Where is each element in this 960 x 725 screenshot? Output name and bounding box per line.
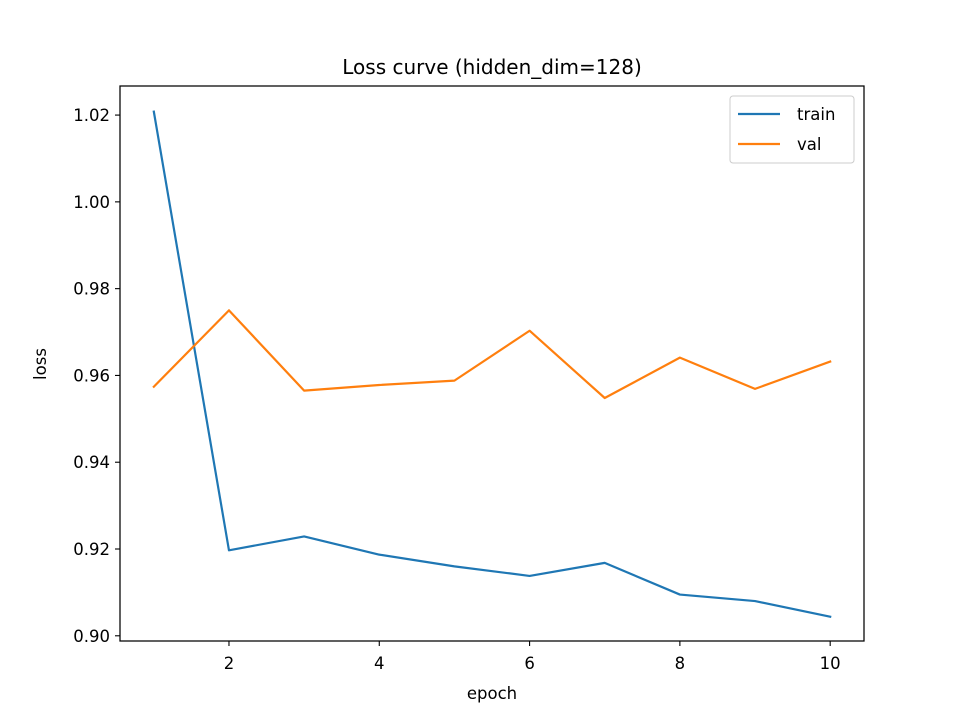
x-tick-label: 2 bbox=[224, 654, 235, 673]
y-tick-label: 0.94 bbox=[73, 453, 110, 472]
y-tick-label: 1.02 bbox=[73, 106, 110, 125]
legend-label-train: train bbox=[797, 105, 835, 124]
x-tick-label: 6 bbox=[524, 654, 535, 673]
y-tick-label: 0.96 bbox=[73, 366, 110, 385]
y-tick-label: 1.00 bbox=[73, 193, 110, 212]
x-tick-label: 4 bbox=[374, 654, 385, 673]
y-tick-label: 0.90 bbox=[73, 627, 110, 646]
x-tick-label: 10 bbox=[820, 654, 841, 673]
x-axis-label: epoch bbox=[467, 684, 517, 703]
legend: train val bbox=[730, 96, 854, 163]
y-tick-label: 0.92 bbox=[73, 540, 110, 559]
y-axis-label: loss bbox=[31, 348, 50, 380]
legend-label-val: val bbox=[797, 135, 821, 154]
y-tick-label: 0.98 bbox=[73, 280, 110, 299]
chart-title: Loss curve (hidden_dim=128) bbox=[342, 55, 642, 79]
x-tick-label: 8 bbox=[675, 654, 686, 673]
